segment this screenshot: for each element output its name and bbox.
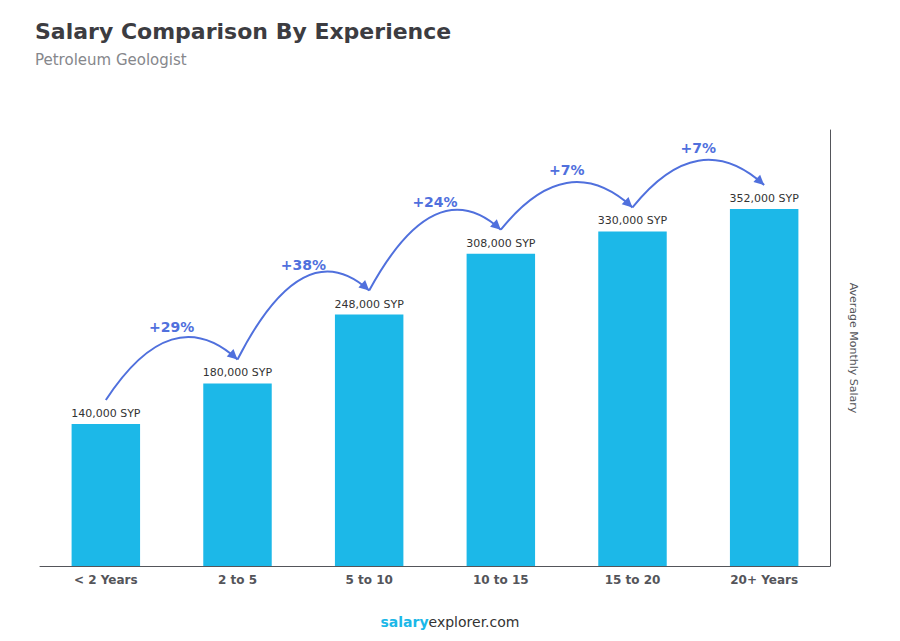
svg-text:352,000 SYP: 352,000 SYP [730, 192, 800, 205]
svg-text:180,000 SYP: 180,000 SYP [203, 366, 273, 379]
svg-text:< 2 Years: < 2 Years [74, 573, 138, 587]
svg-text:+7%: +7% [681, 140, 717, 156]
svg-text:+7%: +7% [549, 162, 585, 178]
svg-text:+38%: +38% [281, 257, 326, 273]
svg-text:140,000 SYP: 140,000 SYP [71, 407, 141, 420]
svg-text:Petroleum Geologist: Petroleum Geologist [35, 51, 187, 69]
svg-text:2 to 5: 2 to 5 [218, 573, 257, 587]
svg-text:248,000 SYP: 248,000 SYP [335, 298, 405, 311]
svg-text:salary: salary [381, 614, 429, 630]
svg-text:explorer.com: explorer.com [429, 614, 520, 630]
svg-text:Salary Comparison By Experienc: Salary Comparison By Experience [35, 19, 451, 44]
svg-text:15 to 20: 15 to 20 [605, 573, 661, 587]
svg-text:+29%: +29% [149, 319, 194, 335]
svg-text:5 to 10: 5 to 10 [345, 573, 392, 587]
svg-text:308,000 SYP: 308,000 SYP [466, 237, 536, 250]
svg-text:330,000 SYP: 330,000 SYP [598, 214, 668, 227]
svg-text:+24%: +24% [412, 194, 457, 210]
svg-text:10 to 15: 10 to 15 [473, 573, 529, 587]
svg-text:Average Monthly Salary: Average Monthly Salary [847, 283, 860, 414]
svg-text:20+ Years: 20+ Years [730, 573, 798, 587]
